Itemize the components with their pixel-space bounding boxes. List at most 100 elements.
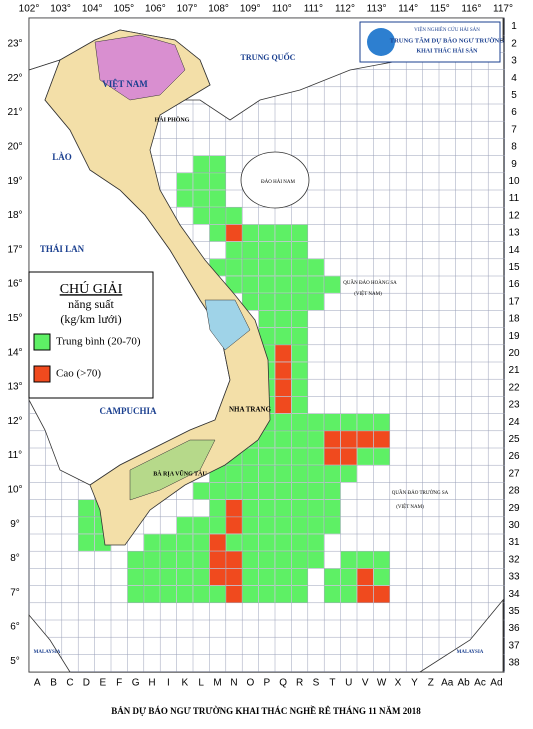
cell-medium: [356, 413, 374, 432]
cell-medium: [258, 310, 276, 328]
legend-label: Trung bình (20-70): [56, 336, 141, 348]
place-label: TRUNG QUỐC: [241, 52, 296, 62]
column-label: Ac: [474, 678, 486, 689]
cell-medium: [323, 568, 341, 586]
column-label: K: [181, 678, 188, 689]
cell-medium: [225, 206, 243, 225]
cell-medium: [241, 241, 259, 260]
legend-subtitle: năng suất: [68, 297, 114, 311]
row-label: 20: [508, 348, 520, 359]
cell-medium: [356, 447, 374, 466]
cell-medium: [209, 224, 227, 242]
cell-high: [225, 568, 243, 586]
cell-medium: [77, 533, 95, 552]
row-label: 5: [511, 90, 517, 101]
cell-medium: [291, 292, 309, 311]
cell-medium: [258, 499, 276, 518]
cell-medium: [323, 275, 341, 294]
row-label: 1: [511, 21, 517, 32]
cell-medium: [241, 585, 259, 604]
cell-high: [340, 447, 358, 466]
cell-medium: [241, 258, 259, 277]
row-label: 17: [508, 296, 520, 307]
cell-medium: [192, 550, 210, 569]
column-label: Y: [411, 678, 418, 689]
cell-high: [373, 585, 391, 604]
column-label: U: [345, 678, 352, 689]
latitude-label: 5°: [10, 656, 20, 667]
cell-medium: [258, 568, 276, 586]
cell-high: [323, 447, 341, 466]
cell-medium: [258, 447, 276, 466]
place-label: MALAYSIA: [457, 650, 484, 655]
column-label: N: [230, 678, 237, 689]
column-label: Q: [279, 678, 287, 689]
column-label: Z: [428, 678, 434, 689]
cell-medium: [291, 499, 309, 518]
longitude-label: 110°: [272, 4, 292, 15]
cell-medium: [323, 413, 341, 432]
cell-medium: [291, 275, 309, 294]
row-label: 37: [508, 640, 520, 651]
cell-high: [274, 344, 292, 363]
row-label: 4: [511, 73, 517, 84]
place-label: THÁI LAN: [40, 244, 85, 254]
cell-medium: [291, 224, 309, 242]
latitude-label: 23°: [7, 39, 22, 50]
cell-medium: [340, 568, 358, 586]
place-label: (VIỆT NAM): [354, 291, 382, 297]
cell-high: [225, 585, 243, 604]
longitude-label: 106°: [145, 4, 166, 15]
cell-medium: [291, 327, 309, 346]
column-label: Ab: [457, 678, 470, 689]
legend-label: Cao (>70): [56, 368, 101, 380]
column-label: D: [83, 678, 90, 689]
latitude-label: 17°: [7, 244, 22, 255]
cell-medium: [307, 413, 325, 432]
cell-medium: [143, 550, 161, 569]
column-label: G: [132, 678, 140, 689]
row-label: 34: [508, 589, 520, 600]
cell-medium: [258, 516, 276, 535]
cell-medium: [241, 499, 259, 518]
row-label: 13: [508, 228, 520, 239]
column-label: V: [362, 678, 369, 689]
row-label: 27: [508, 468, 520, 479]
cell-high: [274, 378, 292, 397]
cell-high: [225, 499, 243, 518]
cell-medium: [209, 499, 227, 518]
cell-medium: [274, 499, 292, 518]
cell-medium: [209, 155, 227, 174]
cell-medium: [291, 258, 309, 277]
cell-high: [323, 430, 341, 449]
row-label: 8: [511, 142, 517, 153]
cell-medium: [159, 550, 177, 569]
cell-medium: [159, 585, 177, 604]
row-label: 2: [511, 38, 517, 49]
cell-medium: [274, 241, 292, 260]
legend-swatch: [33, 333, 51, 351]
cell-medium: [258, 585, 276, 604]
latitude-label: 14°: [7, 347, 22, 358]
row-label: 38: [508, 658, 520, 669]
cell-medium: [192, 189, 210, 208]
logo-emblem: [367, 28, 395, 56]
cell-medium: [258, 258, 276, 277]
cell-medium: [159, 568, 177, 586]
cell-medium: [258, 224, 276, 242]
longitude-label: 102°: [19, 4, 40, 15]
latitude-label: 16°: [7, 279, 22, 290]
latitude-label: 9°: [10, 519, 20, 530]
column-label: C: [66, 678, 73, 689]
cell-medium: [176, 516, 194, 535]
cell-medium: [143, 533, 161, 552]
cell-medium: [307, 533, 325, 552]
cell-medium: [176, 585, 194, 604]
cell-medium: [143, 568, 161, 586]
cell-medium: [209, 516, 227, 535]
row-label: 22: [508, 382, 520, 393]
cell-medium: [176, 550, 194, 569]
cell-medium: [340, 550, 358, 569]
cell-medium: [373, 447, 391, 466]
cell-high: [340, 430, 358, 449]
